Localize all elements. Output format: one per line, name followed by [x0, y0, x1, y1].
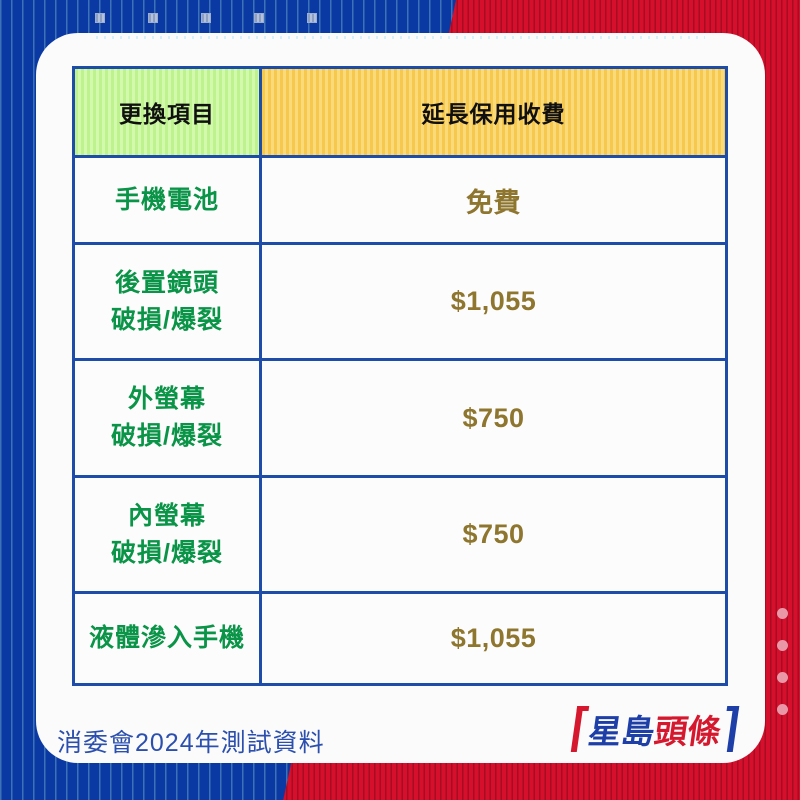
deco-square — [95, 13, 105, 23]
fee-value: 免費 — [466, 187, 521, 218]
deco-dot — [777, 640, 788, 651]
content-card: 更換項目 延長保用收費 手機電池 免費 後置鏡頭 破損/爆裂 $1,055 外螢… — [36, 33, 765, 763]
table-row-item: 後置鏡頭 破損/爆裂 — [75, 245, 259, 358]
table-row-fee: $1,055 — [262, 245, 725, 358]
table-row-item: 外螢幕 破損/爆裂 — [75, 361, 259, 475]
table-row-item: 手機電池 — [75, 158, 259, 242]
table-header-fee: 延長保用收費 — [262, 69, 725, 155]
table-row-item: 液體滲入手機 — [75, 594, 259, 683]
fee-value: $1,055 — [450, 286, 537, 316]
logo-text-red: 頭條 — [652, 713, 724, 750]
deco-dot — [777, 672, 788, 683]
table-header-item: 更換項目 — [75, 69, 259, 155]
table-row-item: 內螢幕 破損/爆裂 — [75, 478, 259, 591]
table-row-fee: $750 — [262, 361, 725, 475]
table-row-fee: $750 — [262, 478, 725, 591]
source-note: 消委會2024年測試資料 — [57, 729, 325, 757]
table-row-fee: 免費 — [262, 158, 725, 242]
item-name: 後置鏡頭 破損/爆裂 — [111, 268, 223, 334]
fee-value: $750 — [462, 402, 525, 433]
fee-value: $1,055 — [450, 623, 537, 653]
deco-square — [201, 13, 211, 23]
deco-dot — [777, 608, 788, 619]
header-fee-label: 延長保用收費 — [421, 101, 566, 127]
deco-square — [254, 13, 264, 23]
table-row-fee: $1,055 — [262, 594, 725, 683]
header-item-label: 更換項目 — [119, 101, 215, 127]
item-name: 液體滲入手機 — [88, 624, 245, 652]
fee-table: 更換項目 延長保用收費 手機電池 免費 後置鏡頭 破損/爆裂 $1,055 外螢… — [72, 66, 728, 686]
deco-dot — [777, 704, 788, 715]
logo-text-blue: 星島 — [586, 713, 658, 750]
item-name: 手機電池 — [114, 185, 219, 214]
deco-square — [148, 13, 158, 23]
singtao-headline-logo: 星島 頭條 — [570, 705, 740, 753]
item-name: 內螢幕 破損/爆裂 — [111, 501, 223, 567]
fee-value: $750 — [462, 519, 525, 549]
item-name: 外螢幕 破損/爆裂 — [111, 385, 223, 450]
logo-right-bracket-icon — [720, 706, 740, 752]
deco-square — [307, 13, 317, 23]
